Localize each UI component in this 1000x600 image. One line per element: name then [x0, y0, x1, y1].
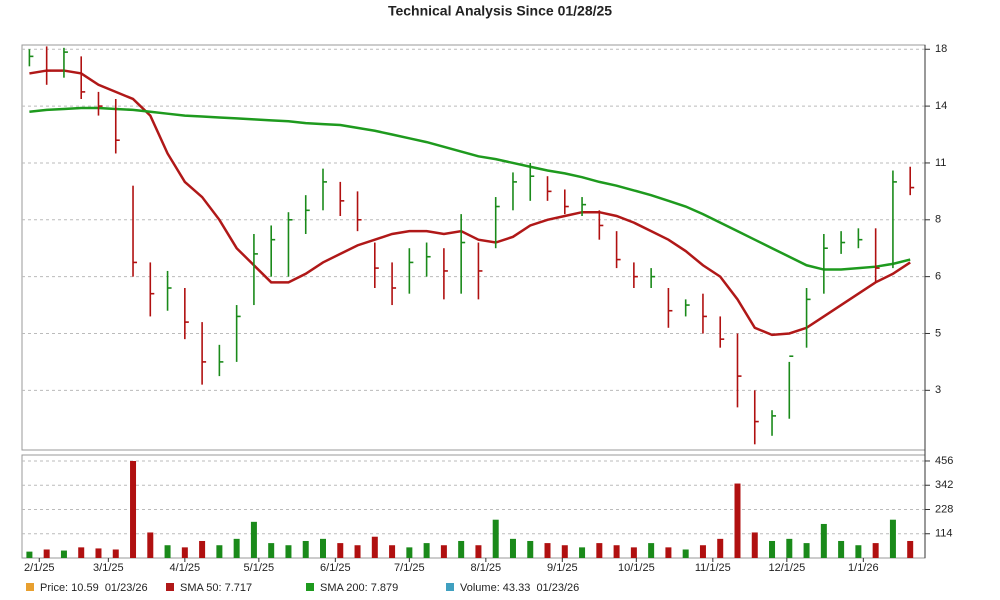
y-tick-label: 6 — [935, 271, 941, 283]
volume-bar — [440, 545, 447, 558]
x-tick-label: 6/1/25 — [320, 562, 351, 574]
volume-bar — [302, 540, 309, 558]
y-tick-label: 3 — [935, 384, 941, 396]
volume-bar — [509, 538, 516, 558]
volume-bar — [907, 540, 914, 558]
volume-bar — [147, 532, 154, 558]
y-tick-label: 342 — [935, 479, 953, 491]
volume-bar — [544, 543, 551, 558]
volume-bar — [216, 545, 223, 558]
chart-title: Technical Analysis Since 01/28/25 — [388, 3, 612, 19]
volume-bar — [423, 543, 430, 558]
volume-bar — [337, 543, 344, 558]
volume-bar — [26, 551, 33, 558]
y-tick-label: 114 — [935, 528, 953, 540]
y-tick-label: 14 — [935, 100, 947, 112]
y-tick-label: 228 — [935, 503, 953, 515]
x-tick-label: 4/1/25 — [170, 562, 201, 574]
volume-bar — [648, 543, 655, 558]
volume-bar — [95, 548, 102, 558]
volume-bar — [389, 545, 396, 558]
volume-bar — [78, 547, 85, 558]
volume-bar — [60, 550, 67, 558]
volume-bar — [475, 545, 482, 558]
volume-bar — [820, 523, 827, 558]
legend-swatch — [446, 583, 454, 591]
volume-bar — [872, 543, 879, 558]
volume-bar — [181, 547, 188, 558]
y-tick-label: 456 — [935, 455, 953, 467]
volume-bar — [803, 543, 810, 558]
volume-bar — [285, 545, 292, 558]
volume-bar — [268, 543, 275, 558]
volume-bar — [354, 545, 361, 558]
volume-bar — [630, 547, 637, 558]
volume-bar — [458, 540, 465, 558]
volume-bar — [579, 547, 586, 558]
volume-bar — [682, 549, 689, 558]
volume-bar — [613, 545, 620, 558]
volume-bar — [406, 547, 413, 558]
volume-bar — [492, 519, 499, 558]
volume-bar — [43, 549, 50, 558]
x-tick-label: 2/1/25 — [24, 562, 55, 574]
x-tick-label: 8/1/25 — [471, 562, 502, 574]
x-tick-label: 3/1/25 — [93, 562, 124, 574]
sma-line — [29, 106, 911, 271]
volume-bar — [233, 538, 240, 558]
legend-label: Price: 10.59 01/23/26 — [40, 582, 148, 594]
y-tick-label: 11 — [935, 157, 946, 169]
volume-bar — [130, 460, 137, 558]
volume-bar — [199, 540, 206, 558]
y-tick-label: 5 — [935, 327, 941, 339]
x-tick-label: 7/1/25 — [394, 562, 425, 574]
volume-bar — [250, 521, 257, 558]
legend-swatch — [166, 583, 174, 591]
volume-bar — [838, 540, 845, 558]
volume-bar — [734, 483, 741, 558]
volume-bar — [596, 543, 603, 558]
volume-bar — [527, 540, 534, 558]
y-tick-label: 18 — [935, 43, 947, 55]
legend-label: SMA 50: 7.717 — [180, 582, 252, 594]
legend-label: Volume: 43.33 01/23/26 — [460, 582, 579, 594]
volume-bar — [717, 538, 724, 558]
volume-bar — [561, 545, 568, 558]
x-tick-label: 9/1/25 — [547, 562, 578, 574]
volume-bar — [786, 538, 793, 558]
legend-swatch — [306, 583, 314, 591]
volume-bar — [889, 519, 896, 558]
volume-bar — [855, 545, 862, 558]
sma-line — [29, 69, 911, 337]
volume-bar — [665, 547, 672, 558]
volume-bar — [751, 532, 758, 558]
legend-swatch — [26, 583, 34, 591]
volume-bar — [164, 545, 171, 558]
x-tick-label: 1/1/26 — [848, 562, 879, 574]
x-tick-label: 10/1/25 — [618, 562, 655, 574]
volume-bar — [769, 540, 776, 558]
volume-bar — [699, 545, 706, 558]
x-tick-label: 5/1/25 — [244, 562, 275, 574]
legend-label: SMA 200: 7.879 — [320, 582, 398, 594]
x-tick-label: 11/1/25 — [695, 562, 731, 574]
volume-bar — [320, 538, 326, 558]
volume-bar — [112, 549, 119, 558]
y-tick-label: 8 — [935, 214, 941, 226]
volume-bar — [371, 536, 378, 558]
x-tick-label: 12/1/25 — [768, 562, 805, 574]
